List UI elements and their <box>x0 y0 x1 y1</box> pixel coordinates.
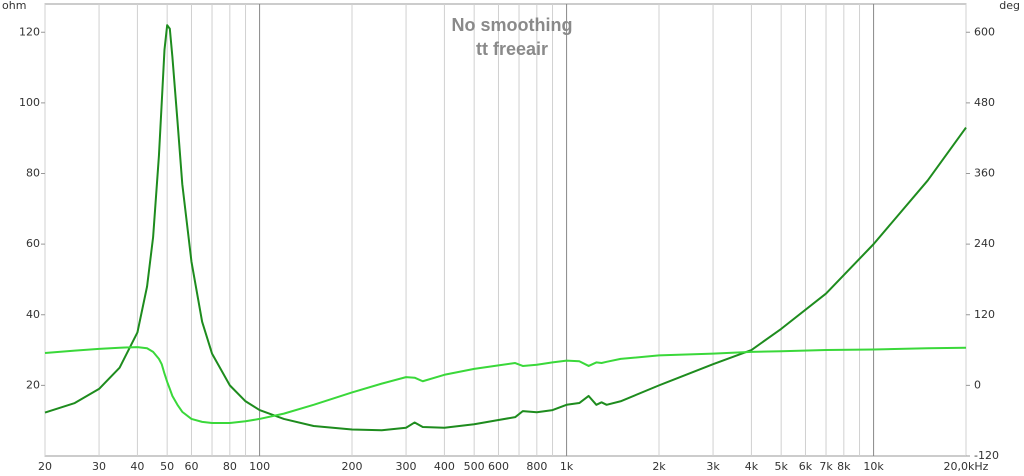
y2-axis-label: deg <box>999 0 1020 12</box>
y-tick-label: 60 <box>26 237 40 250</box>
x-tick-label: 300 <box>396 460 417 473</box>
series-line <box>44 346 967 425</box>
x-tick-label: 100 <box>249 460 270 473</box>
y2-tick-label: 120 <box>974 308 995 321</box>
x-tick-label: 20,0kHz <box>944 460 989 473</box>
x-tick-label: 8k <box>837 460 851 473</box>
y-tick-label: 120 <box>19 25 40 38</box>
grid <box>44 4 967 456</box>
chart-title: No smoothing <box>452 15 573 35</box>
x-tick-label: 600 <box>488 460 509 473</box>
x-tick-label: 400 <box>434 460 455 473</box>
y2-tick-label: 360 <box>974 167 995 180</box>
x-tick-label: 2k <box>652 460 666 473</box>
x-tick-label: 200 <box>342 460 363 473</box>
x-tick-label: 60 <box>184 460 198 473</box>
y-axis-label: ohm <box>2 0 26 12</box>
series-line <box>44 24 967 432</box>
y-tick-label: 100 <box>19 96 40 109</box>
y2-tick-label: 600 <box>974 25 995 38</box>
x-tick-label: 50 <box>160 460 174 473</box>
x-tick-label: 10k <box>863 460 884 473</box>
x-tick-label: 4k <box>745 460 759 473</box>
x-tick-label: 40 <box>130 460 144 473</box>
x-tick-label: 80 <box>223 460 237 473</box>
y-tick-label: 80 <box>26 167 40 180</box>
y-tick-label: 20 <box>26 378 40 391</box>
x-tick-label: 30 <box>92 460 106 473</box>
chart-subtitle: tt freeair <box>476 39 548 59</box>
plot-area <box>44 3 967 457</box>
lines <box>44 24 967 432</box>
x-tick-label: 3k <box>706 460 720 473</box>
y-tick-label: 40 <box>26 308 40 321</box>
x-tick-label: 1k <box>560 460 574 473</box>
x-tick-label: 800 <box>526 460 547 473</box>
x-tick-label: 20 <box>38 460 52 473</box>
x-tick-label: 6k <box>799 460 813 473</box>
y2-tick-label: 0 <box>974 378 981 391</box>
x-tick-label: 500 <box>464 460 485 473</box>
y2-tick-label: 240 <box>974 237 995 250</box>
y2-tick-label: 480 <box>974 96 995 109</box>
y2-tick-label: -120 <box>974 449 999 462</box>
x-tick-label: 5k <box>774 460 788 473</box>
x-tick-label: 7k <box>819 460 833 473</box>
